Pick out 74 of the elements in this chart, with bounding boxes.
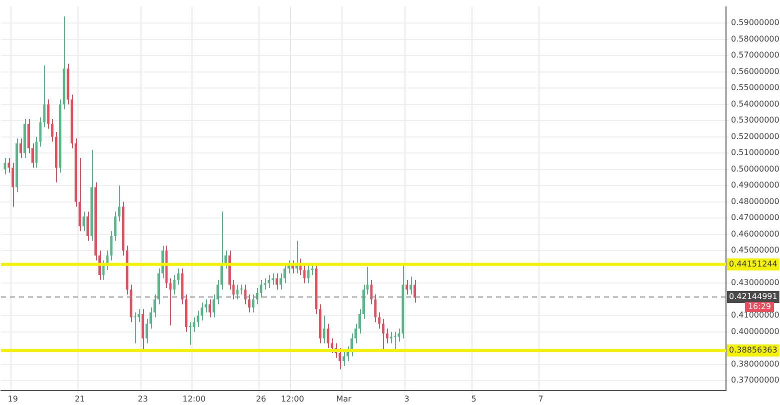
candlestick (252, 294, 254, 313)
x-tick-label: 21 (74, 394, 85, 404)
y-tick-label: 0.57000000 (731, 50, 780, 60)
x-tick-label: 12:00 (182, 394, 206, 404)
candlestick (114, 211, 116, 242)
candlestick (208, 298, 212, 318)
x-tick-label: 3 (404, 394, 410, 404)
candlestick (303, 264, 306, 284)
candlestick (192, 316, 196, 332)
candlestick (51, 118, 54, 142)
y-tick-label: 0.52000000 (731, 132, 780, 141)
y-tick-label: 0.48000000 (731, 196, 780, 206)
candlestick (410, 276, 412, 295)
candlestick (169, 278, 172, 326)
x-tick-label: 19 (8, 394, 18, 404)
y-tick-label: 0.47000000 (731, 213, 780, 222)
candlestick (118, 185, 120, 222)
y-tick-label: 0.41000000 (731, 310, 780, 320)
y-tick-label: 0.45000000 (731, 246, 780, 255)
y-tick-label: 0.54000000 (731, 99, 780, 108)
y-tick-label: 0.51000000 (731, 148, 780, 158)
candlestick (414, 279, 416, 304)
y-tick-label: 0.50000000 (731, 164, 780, 174)
y-tick-label: 0.53000000 (731, 116, 780, 125)
candlestick (173, 274, 176, 295)
x-tick-label: 7 (538, 394, 544, 404)
y-tick-label: 0.46000000 (731, 229, 780, 238)
candlestick (47, 98, 50, 130)
candlestick (188, 322, 192, 346)
ref-line-label: 0.38856363 (729, 346, 778, 355)
candlestick (370, 279, 373, 305)
candlestick (322, 315, 326, 344)
x-tick-label: 26 (256, 394, 266, 404)
text: 16:29 (748, 302, 772, 312)
x-tick-label: Mar (336, 394, 352, 404)
candlestick (240, 284, 243, 295)
candlestick (86, 211, 89, 242)
candlestick (406, 279, 408, 295)
y-tick-label: 0.40000000 (731, 326, 780, 336)
candlestick (43, 64, 46, 128)
candlestick (248, 294, 250, 313)
y-tick-label: 0.59000000 (731, 18, 780, 28)
candlestick (342, 350, 345, 367)
candlestick (386, 328, 388, 344)
candlestick (382, 318, 384, 352)
x-tick-label: 12:00 (281, 394, 304, 404)
x-tick-label: 23 (138, 394, 148, 404)
candlestick (378, 312, 380, 330)
candlestick (338, 348, 342, 370)
candlestick (82, 211, 85, 232)
candlestick (20, 138, 22, 158)
candlestick (12, 162, 14, 208)
candlestick (390, 331, 392, 344)
y-tick-label: 0.55000000 (731, 83, 780, 92)
candlestick (280, 272, 282, 290)
y-tick-label: 0.56000000 (731, 66, 780, 76)
candlestick (39, 116, 42, 148)
candlestick (307, 264, 310, 284)
y-tick-label: 0.38000000 (731, 359, 780, 368)
candlestick (177, 268, 180, 286)
candlestick (276, 272, 278, 290)
candlestick (110, 230, 113, 261)
y-tick-label: 0.58000000 (731, 34, 780, 44)
candlestick (256, 288, 258, 305)
ref-line-label: 0.44151244 (729, 259, 778, 268)
y-tick-label: 0.49000000 (731, 180, 780, 190)
candlestick (244, 284, 246, 305)
candlestick (374, 294, 377, 323)
candlestick (272, 272, 274, 286)
candlestick (236, 284, 239, 300)
x-tick-label: 5 (471, 394, 476, 404)
ref-line-label: 0.42144991 (729, 292, 778, 302)
y-tick-label: 0.37000000 (731, 376, 780, 385)
y-tick-label: 0.43000000 (731, 278, 780, 288)
